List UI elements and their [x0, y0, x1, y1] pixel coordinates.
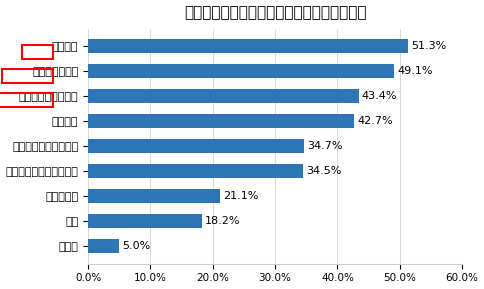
Bar	[88, 89, 359, 103]
Bar	[88, 239, 120, 253]
Bar	[88, 189, 220, 203]
Text: 49.1%: 49.1%	[397, 66, 433, 76]
Bar	[88, 64, 394, 78]
Text: 42.7%: 42.7%	[357, 116, 393, 126]
Text: 34.7%: 34.7%	[307, 141, 343, 151]
Text: 51.3%: 51.3%	[411, 41, 446, 51]
Text: 34.5%: 34.5%	[306, 166, 342, 176]
Bar	[88, 139, 304, 153]
Text: 18.2%: 18.2%	[205, 216, 240, 226]
Title: もっと効率よくやりたい業務はなんですか？: もっと効率よくやりたい業務はなんですか？	[184, 5, 366, 21]
Text: 21.1%: 21.1%	[223, 191, 258, 201]
Text: 5.0%: 5.0%	[122, 241, 151, 251]
Bar	[88, 164, 303, 178]
Bar	[88, 39, 408, 53]
Text: 43.4%: 43.4%	[362, 91, 397, 101]
Bar	[88, 114, 354, 128]
Bar	[88, 214, 201, 228]
